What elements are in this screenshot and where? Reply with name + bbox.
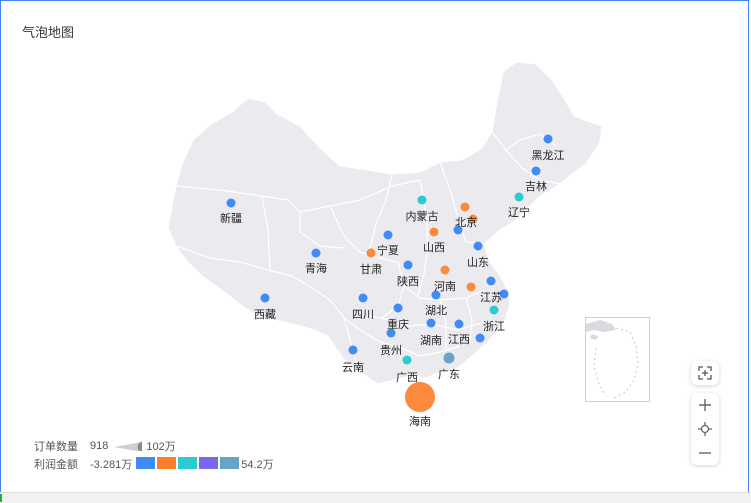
province-label: 重庆 (387, 317, 409, 331)
province-label: 甘肃 (360, 263, 382, 276)
bubble-福建[interactable] (475, 333, 485, 343)
size-legend-min: 918 (90, 440, 109, 452)
bubble-湖北[interactable] (431, 290, 441, 300)
bubble-新疆[interactable] (226, 198, 236, 208)
province-label: 云南 (342, 361, 364, 374)
bubble-安徽[interactable] (486, 276, 496, 286)
province-label: 北京 (455, 215, 477, 229)
bubble-宁夏[interactable] (383, 230, 393, 240)
province-label: 四川 (352, 309, 374, 321)
color-legend: 利润金额 -3.281万 54.2万 (34, 455, 274, 473)
province-label: 广东 (438, 368, 460, 381)
chart-title: 气泡地图 (22, 25, 75, 40)
bubble-天津[interactable] (468, 214, 478, 224)
bubble-黑龙江[interactable] (543, 134, 553, 144)
size-legend-name: 订单数量 (34, 441, 78, 453)
zoom-out-icon[interactable] (691, 441, 719, 465)
fullscreen-icon[interactable] (691, 361, 719, 385)
bubble-贵州[interactable] (386, 328, 396, 338)
bubble-青海[interactable] (311, 248, 321, 258)
bubble-辽宁[interactable] (514, 192, 524, 202)
province-label: 河南 (434, 280, 456, 293)
bubble-四川[interactable] (358, 293, 368, 303)
locate-icon[interactable] (691, 417, 719, 441)
bubble-河南[interactable] (440, 265, 450, 275)
size-legend: 订单数量 918 102万 (34, 437, 274, 455)
color-swatch[interactable] (178, 456, 198, 469)
bubble-上海[interactable] (499, 289, 509, 299)
province-label: 内蒙古 (406, 209, 439, 223)
bubble-陕西[interactable] (403, 260, 413, 270)
color-swatch[interactable] (220, 456, 240, 469)
zoom-in-icon[interactable] (691, 393, 719, 417)
china-landmass (167, 61, 603, 385)
province-label: 吉林 (525, 179, 547, 193)
bubble-西藏[interactable] (260, 293, 270, 303)
color-legend-min: -3.281万 (90, 459, 133, 471)
bubble-云南[interactable] (348, 345, 358, 355)
map-toolbar (691, 361, 721, 465)
color-legend-max: 54.2万 (241, 459, 274, 471)
province-label: 黑龙江 (532, 149, 565, 162)
bubble-北京[interactable] (460, 202, 470, 212)
bubble-湖南[interactable] (426, 318, 436, 328)
province-label: 陕西 (397, 274, 419, 288)
bubble-山东[interactable] (473, 241, 483, 251)
size-legend-bar[interactable] (112, 441, 143, 451)
province-label: 广西 (396, 371, 418, 384)
color-legend-name: 利润金额 (34, 459, 78, 471)
bubble-吉林[interactable] (531, 166, 541, 176)
bubble-浙江[interactable] (489, 305, 499, 315)
province-label: 西藏 (254, 308, 276, 321)
color-swatch[interactable] (199, 456, 219, 469)
province-label: 湖北 (425, 304, 447, 317)
province-label: 山东 (467, 256, 489, 269)
province-label: 浙江 (483, 320, 505, 333)
province-label: 江苏 (480, 291, 502, 304)
bubble-重庆[interactable] (393, 303, 403, 313)
province-borders (175, 131, 561, 363)
inset-map (586, 320, 639, 399)
bubble-内蒙古[interactable] (417, 195, 427, 205)
bubble-江苏[interactable] (466, 282, 476, 292)
south-china-sea-inset (585, 317, 650, 402)
province-label: 辽宁 (508, 205, 530, 219)
bubble-山西[interactable] (429, 227, 439, 237)
province-label: 青海 (305, 261, 327, 275)
bubble-广西[interactable] (402, 355, 412, 365)
bubble-海南[interactable] (405, 382, 435, 412)
province-label: 江西 (448, 333, 470, 346)
province-label: 湖南 (420, 334, 442, 347)
legend: 订单数量 918 102万 利润金额 -3.281万 54.2万 (34, 437, 274, 473)
bubble-江西[interactable] (454, 319, 464, 329)
province-label: 贵州 (380, 344, 402, 357)
bubble-layer[interactable] (226, 134, 553, 413)
color-swatch[interactable] (136, 456, 156, 469)
bubble-广东[interactable] (443, 352, 455, 364)
province-label: 新疆 (220, 211, 242, 225)
province-label: 宁夏 (377, 243, 399, 257)
province-label: 海南 (409, 414, 431, 428)
color-legend-swatches[interactable] (136, 456, 241, 472)
corner-indicator (0, 494, 2, 502)
bubble-甘肃[interactable] (366, 248, 376, 258)
bottom-bar (0, 492, 751, 503)
color-swatch[interactable] (157, 456, 177, 469)
bubble-河北[interactable] (453, 225, 463, 235)
size-legend-max: 102万 (146, 441, 176, 453)
province-label: 山西 (423, 241, 445, 254)
